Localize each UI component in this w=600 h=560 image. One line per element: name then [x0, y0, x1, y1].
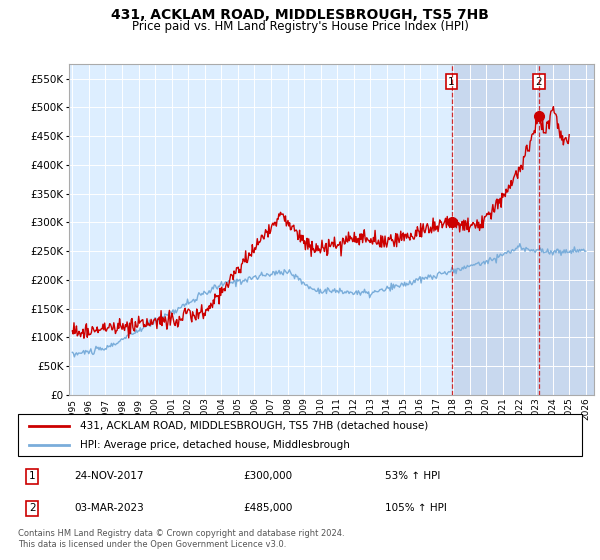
Text: HPI: Average price, detached house, Middlesbrough: HPI: Average price, detached house, Midd…: [80, 440, 350, 450]
Text: 105% ↑ HPI: 105% ↑ HPI: [385, 503, 446, 514]
Text: 431, ACKLAM ROAD, MIDDLESBROUGH, TS5 7HB (detached house): 431, ACKLAM ROAD, MIDDLESBROUGH, TS5 7HB…: [80, 421, 428, 431]
Text: £485,000: £485,000: [244, 503, 293, 514]
Text: Price paid vs. HM Land Registry's House Price Index (HPI): Price paid vs. HM Land Registry's House …: [131, 20, 469, 33]
Text: Contains HM Land Registry data © Crown copyright and database right 2024.
This d: Contains HM Land Registry data © Crown c…: [18, 529, 344, 549]
Text: 2: 2: [29, 503, 35, 514]
Text: 1: 1: [448, 77, 455, 87]
Text: 2: 2: [536, 77, 542, 87]
Bar: [452, 64, 594, 395]
Text: £300,000: £300,000: [244, 471, 293, 481]
Text: 53% ↑ HPI: 53% ↑ HPI: [385, 471, 440, 481]
Text: 1: 1: [29, 471, 35, 481]
Text: 24-NOV-2017: 24-NOV-2017: [74, 471, 144, 481]
Text: 03-MAR-2023: 03-MAR-2023: [74, 503, 144, 514]
Text: 431, ACKLAM ROAD, MIDDLESBROUGH, TS5 7HB: 431, ACKLAM ROAD, MIDDLESBROUGH, TS5 7HB: [111, 8, 489, 22]
FancyBboxPatch shape: [18, 414, 582, 456]
